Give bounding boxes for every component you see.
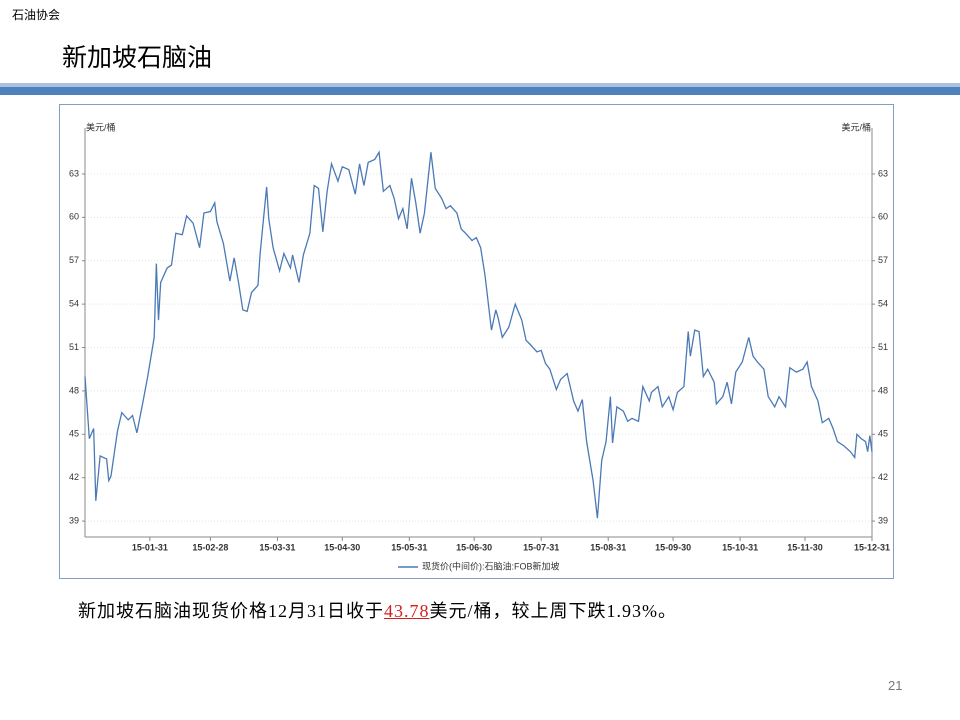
y-tick-label: 39: [69, 515, 79, 525]
org-name: 石油协会: [12, 8, 61, 22]
caption-value: 43.78: [384, 601, 430, 621]
x-tick-label: 15-03-31: [259, 542, 295, 552]
x-tick-label: 15-12-31: [854, 542, 890, 552]
x-tick-label: 15-11-30: [787, 542, 823, 552]
y-axis-label: 美元/桶: [86, 121, 116, 132]
x-tick-label: 15-02-28: [192, 542, 228, 552]
y-tick-label: 60: [69, 212, 79, 222]
x-tick-label: 15-10-31: [722, 542, 758, 552]
y-tick-label: 48: [69, 385, 79, 395]
header-band: [0, 83, 960, 87]
y-tick-label: 63: [878, 168, 888, 178]
chart-frame: [59, 104, 894, 579]
slide-title: 新加坡石脑油: [62, 45, 213, 72]
caption-text: 美元/桶，较上周下跌1.93%。: [429, 601, 677, 621]
data-line: [84, 150, 873, 519]
y-tick-label: 42: [878, 472, 888, 482]
x-tick-label: 15-09-30: [655, 542, 691, 552]
x-tick-label: 15-04-30: [324, 542, 360, 552]
y-tick-label: 39: [878, 515, 888, 525]
x-tick-label: 15-08-31: [590, 542, 626, 552]
y-tick-label: 57: [69, 255, 79, 265]
x-tick-label: 15-05-31: [391, 542, 427, 552]
header-band: [0, 87, 960, 95]
y-tick-label: 42: [69, 472, 79, 482]
y-tick-label: 45: [69, 429, 79, 439]
y-tick-label: 51: [878, 342, 888, 352]
x-tick-label: 15-06-30: [456, 542, 492, 552]
caption-text: 新加坡石脑油现货价格12月31日收于: [78, 601, 384, 621]
y-tick-label: 63: [69, 168, 79, 178]
y-axis-label: 美元/桶: [841, 121, 871, 132]
y-tick-label: 60: [878, 212, 888, 222]
y-tick-label: 51: [69, 342, 79, 352]
page-number: 21: [888, 678, 903, 693]
y-tick-label: 54: [69, 299, 79, 309]
y-tick-label: 54: [878, 299, 888, 309]
x-tick-label: 15-01-31: [132, 542, 168, 552]
legend-label: 现货价(中间价):石脑油:FOB新加坡: [422, 560, 560, 571]
y-tick-label: 48: [878, 385, 888, 395]
caption: 新加坡石脑油现货价格12月31日收于43.78美元/桶，较上周下跌1.93%。: [78, 597, 677, 623]
y-tick-label: 45: [878, 429, 888, 439]
x-tick-label: 15-07-31: [523, 542, 559, 552]
y-tick-label: 57: [878, 255, 888, 265]
